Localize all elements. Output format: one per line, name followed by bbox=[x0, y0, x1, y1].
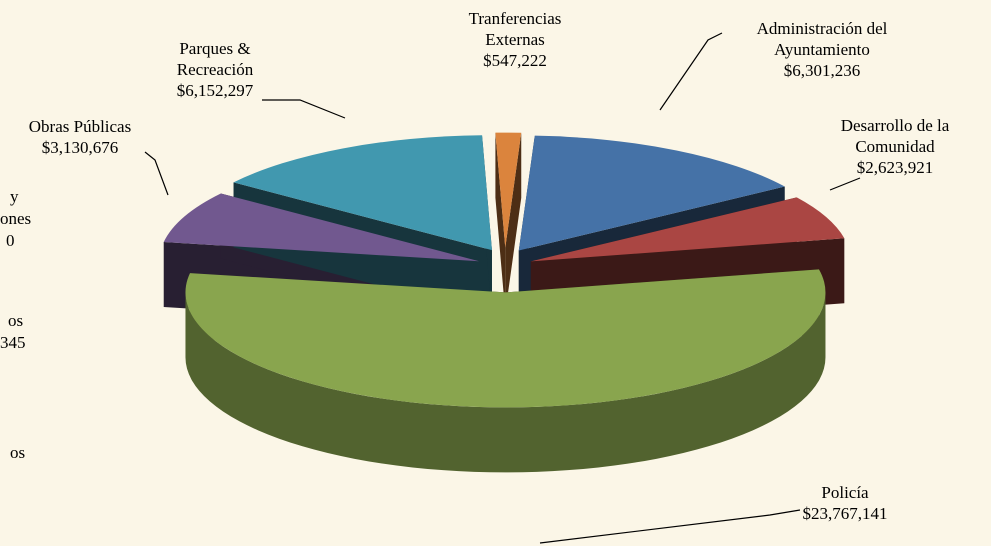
category-label: Parques & Recreación bbox=[176, 39, 254, 79]
slice-label: Obras Públicas $3,130,676 bbox=[10, 116, 150, 158]
cropped-label: ones bbox=[0, 209, 32, 228]
value-label: $3,130,676 bbox=[41, 138, 119, 157]
leader-line bbox=[829, 177, 861, 191]
value-label: $2,623,921 bbox=[856, 158, 934, 177]
slice bbox=[185, 269, 826, 408]
slice bbox=[518, 135, 785, 251]
value-label: $23,767,141 bbox=[802, 504, 888, 523]
leader-line bbox=[262, 99, 346, 119]
leader-line bbox=[144, 151, 169, 196]
slice-label: Parques & Recreación $6,152,297 bbox=[160, 38, 270, 101]
cropped-label: 345 bbox=[0, 333, 26, 352]
leader-lines bbox=[144, 32, 861, 544]
slice-label: Desarrollo de la Comunidad $2,623,921 bbox=[825, 115, 965, 178]
value-label: $6,301,236 bbox=[783, 61, 861, 80]
cropped-label: 0 bbox=[6, 231, 15, 250]
cropped-label: os bbox=[8, 311, 24, 330]
category-label: Desarrollo de la Comunidad bbox=[840, 116, 950, 156]
category-label: Administración del Ayuntamiento bbox=[756, 19, 888, 59]
slice-label: Tranferencias Externas $547,222 bbox=[455, 8, 575, 71]
slice-label: Policía $23,767,141 bbox=[780, 482, 910, 524]
slice bbox=[233, 135, 492, 251]
cropped-label: os bbox=[10, 443, 26, 462]
category-label: Policía bbox=[821, 483, 869, 502]
slice bbox=[530, 197, 845, 262]
slice bbox=[495, 132, 522, 248]
slice-wall bbox=[185, 292, 826, 473]
category-label: Tranferencias Externas bbox=[468, 9, 562, 49]
slices bbox=[163, 132, 845, 473]
cropped-label: y bbox=[10, 187, 19, 206]
leader-line bbox=[659, 32, 723, 111]
slice-label: Administración del Ayuntamiento $6,301,23… bbox=[732, 18, 912, 81]
category-label: Obras Públicas bbox=[28, 117, 132, 136]
leader-line bbox=[539, 509, 801, 544]
value-label: $6,152,297 bbox=[176, 81, 254, 100]
slice-side bbox=[505, 132, 522, 313]
value-label: $547,222 bbox=[483, 51, 547, 70]
slice bbox=[163, 193, 480, 262]
slice-side bbox=[495, 132, 506, 313]
